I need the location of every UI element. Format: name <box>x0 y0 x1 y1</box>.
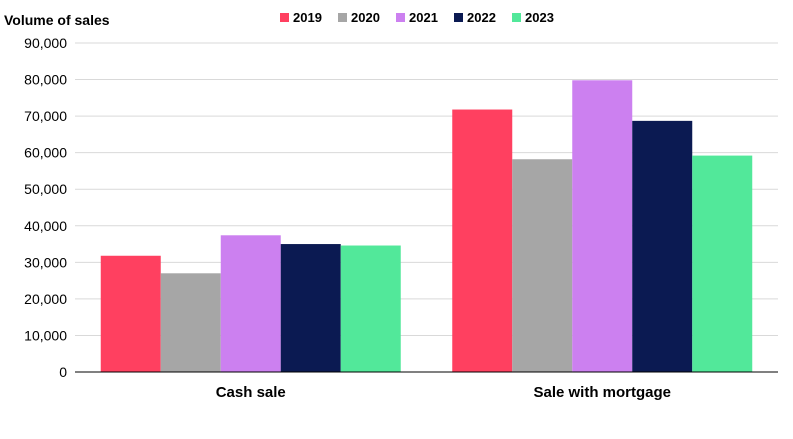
category-label: Cash sale <box>216 384 286 401</box>
category-label: Sale with mortgage <box>533 384 671 401</box>
y-axis-title: Volume of sales <box>4 12 110 28</box>
category-labels: Cash sale Sale with mortgage <box>216 384 671 401</box>
legend-label-2023: 2023 <box>525 10 554 25</box>
bar-2023-sale-with-mortgage <box>692 155 753 372</box>
legend-label-2020: 2020 <box>351 10 380 25</box>
y-tick-label: 10,000 <box>24 327 67 343</box>
legend-swatch-2023 <box>512 13 521 22</box>
bar-2023-cash-sale <box>340 245 401 372</box>
legend-label-2019: 2019 <box>293 10 322 25</box>
bar-2019-sale-with-mortgage <box>452 109 513 372</box>
bar-2020-cash-sale <box>160 273 221 372</box>
legend: 2019 2020 2021 2022 2023 <box>280 10 554 25</box>
y-tick-label: 30,000 <box>24 254 67 270</box>
y-tick-label: 90,000 <box>24 35 67 51</box>
legend-label-2021: 2021 <box>409 10 438 25</box>
bar-2021-cash-sale <box>220 235 281 372</box>
legend-swatch-2021 <box>396 13 405 22</box>
y-tick-label: 80,000 <box>24 72 67 88</box>
bar-2022-cash-sale <box>280 244 341 372</box>
y-tick-label: 60,000 <box>24 145 67 161</box>
legend-swatch-2022 <box>454 13 463 22</box>
bar-2020-sale-with-mortgage <box>512 159 573 372</box>
bars <box>100 80 753 372</box>
y-tick-label: 20,000 <box>24 291 67 307</box>
y-tick-label: 70,000 <box>24 108 67 124</box>
legend-label-2022: 2022 <box>467 10 496 25</box>
legend-swatch-2019 <box>280 13 289 22</box>
legend-swatch-2020 <box>338 13 347 22</box>
y-tick-label: 40,000 <box>24 218 67 234</box>
bar-2019-cash-sale <box>100 255 161 372</box>
bar-2022-sale-with-mortgage <box>632 120 693 372</box>
y-tick-label: 0 <box>59 364 67 380</box>
y-axis-ticks: 0 10,000 20,000 30,000 40,000 50,000 60,000 70,… <box>24 35 67 380</box>
y-tick-label: 50,000 <box>24 181 67 197</box>
bar-2021-sale-with-mortgage <box>572 80 633 372</box>
